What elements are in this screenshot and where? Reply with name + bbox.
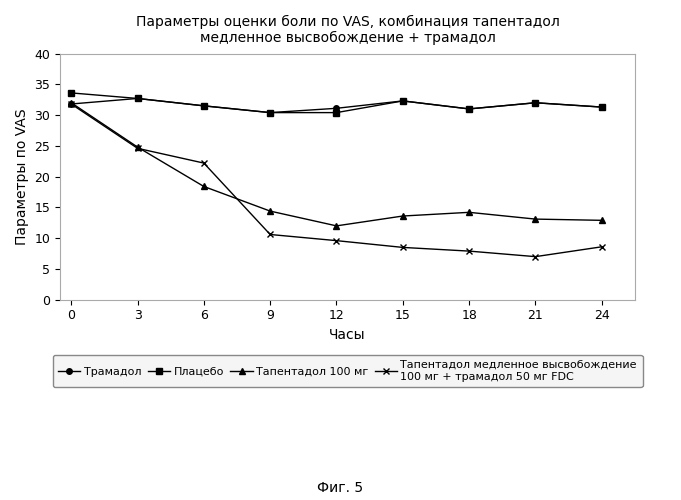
Y-axis label: Параметры по VAS: Параметры по VAS — [15, 108, 29, 245]
Legend: Трамадол, Плацебо, Тапентадол 100 мг, Тапентадол медленное высвобождение
100 мг : Трамадол, Плацебо, Тапентадол 100 мг, Та… — [52, 354, 642, 387]
Title: Параметры оценки боли по VAS, комбинация тапентадол
медленное высвобождение + тр: Параметры оценки боли по VAS, комбинация… — [136, 15, 560, 46]
Text: Фиг. 5: Фиг. 5 — [317, 482, 364, 496]
X-axis label: Часы: Часы — [329, 328, 366, 342]
